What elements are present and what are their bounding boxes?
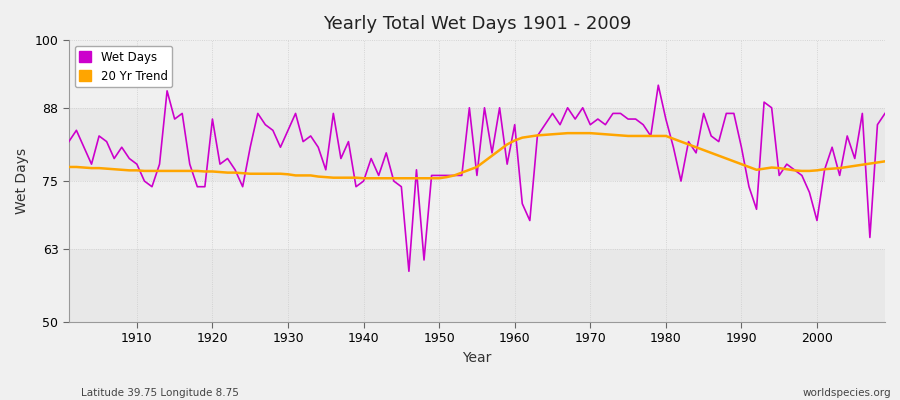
Bar — [68, 249, 885, 322]
Bar — [68, 108, 885, 181]
Text: Latitude 39.75 Longitude 8.75: Latitude 39.75 Longitude 8.75 — [81, 388, 239, 398]
Text: worldspecies.org: worldspecies.org — [803, 388, 891, 398]
Title: Yearly Total Wet Days 1901 - 2009: Yearly Total Wet Days 1901 - 2009 — [323, 15, 631, 33]
Legend: Wet Days, 20 Yr Trend: Wet Days, 20 Yr Trend — [75, 46, 173, 87]
Y-axis label: Wet Days: Wet Days — [15, 148, 29, 214]
Bar — [68, 40, 885, 108]
Bar — [68, 181, 885, 249]
X-axis label: Year: Year — [463, 351, 491, 365]
